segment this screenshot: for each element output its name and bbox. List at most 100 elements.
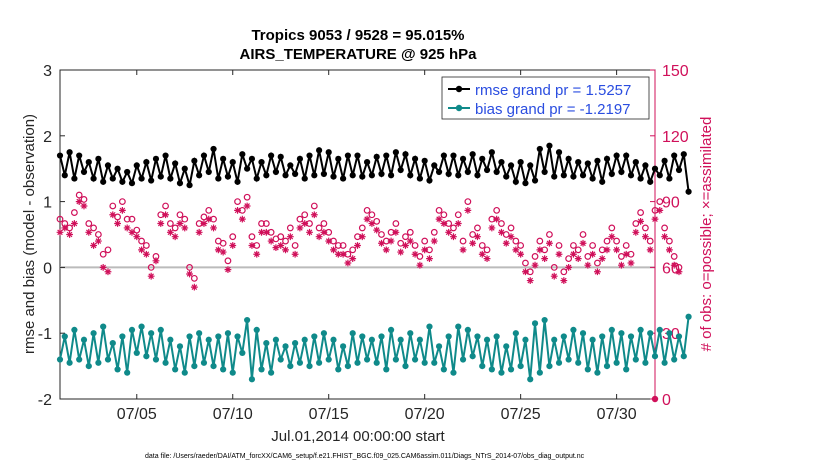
bias-point — [579, 330, 587, 337]
y-axis-label: rmse and bias (model - observation) — [21, 114, 38, 354]
obs-possible-marker — [459, 237, 467, 245]
x-tick-label: 07/15 — [309, 406, 349, 423]
bias-point — [488, 366, 495, 373]
bias-point — [172, 366, 179, 373]
obs-possible-marker — [421, 237, 429, 245]
rmse-point — [469, 151, 476, 158]
obs-assimilated-marker — [454, 220, 462, 227]
obs-assimilated-marker — [70, 220, 78, 227]
obs-assimilated-marker — [114, 220, 121, 227]
y-right-tick-label: 0 — [662, 392, 671, 409]
rmse-point — [651, 165, 659, 172]
bias-point — [340, 343, 347, 350]
rmse-point — [474, 172, 481, 179]
obs-assimilated-marker — [186, 270, 193, 278]
bias-point — [584, 366, 591, 373]
bias-point — [104, 356, 112, 363]
obs-assimilated-marker — [589, 250, 597, 258]
obs-assimilated-marker — [670, 261, 678, 269]
obs-assimilated-marker — [219, 248, 227, 256]
rmse-point — [594, 157, 601, 164]
rmse-point — [277, 153, 284, 160]
rmse-point — [623, 152, 630, 159]
obs-possible-marker — [176, 211, 184, 219]
obs-assimilated-marker — [282, 246, 289, 254]
obs-assimilated-marker — [507, 233, 515, 241]
rmse-point — [483, 166, 491, 174]
obs-assimilated-marker — [118, 206, 126, 214]
obs-assimilated-marker — [469, 239, 477, 247]
rmse-point — [584, 160, 591, 167]
bias-point — [647, 330, 654, 337]
obs-assimilated-marker — [526, 277, 534, 284]
obs-assimilated-marker — [560, 277, 568, 284]
bias-point — [603, 363, 611, 370]
obs-possible-marker — [234, 198, 241, 206]
obs-assimilated-marker — [75, 198, 83, 205]
bias-point — [469, 353, 476, 360]
obs-assimilated-marker — [430, 237, 438, 245]
obs-possible-marker — [522, 259, 529, 267]
rmse-point — [301, 175, 308, 182]
bias-point — [95, 359, 102, 366]
rmse-point — [330, 173, 337, 180]
obs-assimilated-marker — [435, 215, 443, 223]
rmse-point — [671, 152, 678, 159]
rmse-point — [661, 157, 668, 164]
y-tick-label: 2 — [43, 129, 52, 146]
obs-possible-marker — [531, 253, 539, 260]
obs-assimilated-marker — [109, 211, 117, 219]
bias-point — [411, 356, 419, 363]
obs-assimilated-marker — [665, 246, 673, 254]
obs-possible-marker — [282, 237, 289, 245]
bias-point — [368, 336, 375, 343]
bias-point — [100, 323, 107, 330]
obs-possible-marker — [70, 209, 78, 216]
obs-possible-marker — [454, 211, 462, 219]
rmse-point — [455, 172, 462, 179]
obs-possible-marker — [190, 274, 198, 282]
rmse-point — [282, 172, 289, 179]
bias-point — [656, 326, 663, 334]
obs-count-markers — [56, 191, 683, 403]
bias-point — [546, 363, 553, 370]
obs-assimilated-marker — [205, 215, 213, 223]
obs-possible-marker — [248, 233, 256, 241]
obs-assimilated-marker — [286, 233, 294, 241]
obs-assimilated-marker — [272, 244, 280, 252]
bias-point — [455, 323, 462, 330]
bias-point — [210, 363, 217, 370]
obs-assimilated-marker — [104, 268, 112, 276]
obs-assimilated-marker — [354, 242, 361, 249]
bias-point — [651, 353, 659, 360]
bias-point — [224, 330, 232, 337]
bias-point — [661, 359, 668, 366]
obs-assimilated-marker — [99, 264, 107, 271]
rmse-point — [503, 173, 510, 180]
obs-assimilated-marker — [334, 250, 342, 258]
rmse-point — [527, 162, 534, 169]
obs-possible-marker — [301, 211, 309, 219]
obs-assimilated-marker — [344, 259, 352, 267]
rmse-point — [378, 170, 385, 178]
obs-assimilated-marker — [440, 220, 448, 227]
bias-point — [196, 330, 203, 337]
obs-assimilated-marker — [574, 255, 582, 263]
obs-possible-marker — [99, 250, 107, 258]
bias-point — [248, 376, 256, 383]
obs-possible-marker — [56, 215, 64, 223]
obs-assimilated-marker — [330, 246, 337, 254]
rmse-point — [608, 170, 615, 178]
rmse-point — [287, 162, 294, 169]
bias-point — [215, 333, 222, 340]
bias-point — [421, 359, 428, 366]
obs-possible-marker — [483, 246, 491, 254]
obs-possible-marker — [310, 202, 318, 210]
obs-assimilated-marker — [594, 268, 601, 276]
rmse-point — [546, 142, 553, 149]
rmse-point — [306, 152, 313, 159]
rmse-point — [368, 172, 375, 179]
bias-point — [527, 376, 534, 383]
obs-assimilated-marker — [315, 233, 323, 241]
